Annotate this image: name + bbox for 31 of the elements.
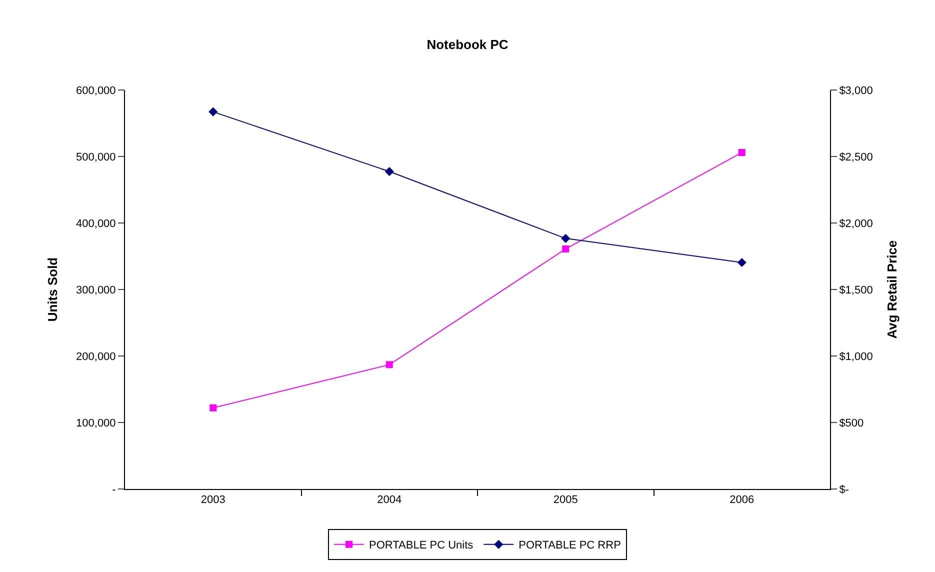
x-tick-label: 2004 xyxy=(377,494,402,506)
x-tick-label: 2005 xyxy=(553,494,578,506)
chart-title: Notebook PC xyxy=(426,37,509,52)
y2-tick-label: $2,500 xyxy=(839,151,873,164)
point xyxy=(384,166,394,176)
y2-axis-title: Avg Retail Price xyxy=(884,240,900,339)
x-tick-label: 2003 xyxy=(200,494,226,506)
y-tick-label: 500,000 xyxy=(76,151,116,164)
y-tick-label: 600,000 xyxy=(76,84,116,97)
legend-label: PORTABLE PC RRP xyxy=(518,540,621,552)
y2-tick-label: $1,500 xyxy=(839,284,873,296)
y-tick-label: - xyxy=(112,484,116,496)
y-tick-label: 300,000 xyxy=(76,284,116,296)
y2-tick-label: $2,000 xyxy=(839,218,873,230)
y-tick-label: 400,000 xyxy=(76,218,116,230)
y-tick-label: 200,000 xyxy=(76,350,116,363)
point xyxy=(561,234,570,243)
point xyxy=(738,149,746,156)
point xyxy=(386,361,393,368)
y2-tick-label: $500 xyxy=(839,417,864,430)
y2-tick-label: $1,000 xyxy=(839,350,873,363)
point xyxy=(562,245,570,252)
point xyxy=(737,258,746,268)
x-tick-label: 2006 xyxy=(730,494,754,506)
legend-label: PORTABLE PC Units xyxy=(369,540,474,552)
y-axis-title: Units Sold xyxy=(44,257,60,322)
point xyxy=(210,404,217,412)
point xyxy=(208,107,218,116)
y2-tick-label: $3,000 xyxy=(839,84,873,97)
y2-tick-label: $- xyxy=(839,484,850,496)
y-tick-label: 100,000 xyxy=(76,417,116,430)
